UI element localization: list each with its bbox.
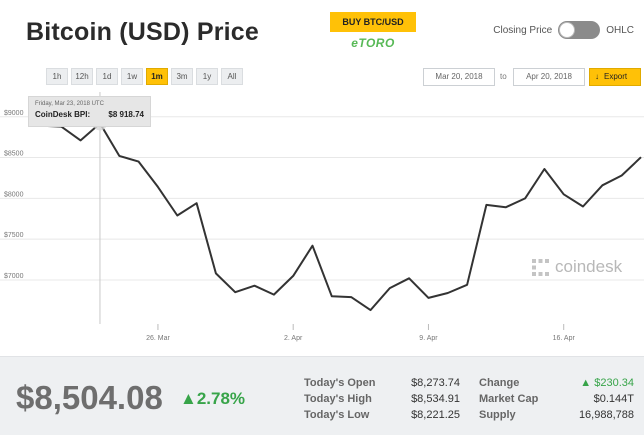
tooltip-row: CoinDesk BPI: $8 918.74 [35, 110, 144, 119]
data-point [214, 271, 218, 275]
data-point [600, 183, 604, 187]
closing-price-label: Closing Price [493, 24, 553, 36]
data-point [253, 284, 257, 288]
price-stats-panel: $8,504.08 ▲2.78% Today's Open $8,273.74 … [0, 356, 644, 435]
y-tick-label: $8500 [4, 151, 24, 158]
market-cap-value: $0.144T [593, 393, 634, 405]
data-point [349, 295, 353, 299]
x-tick-label: 26. Mar [146, 335, 170, 342]
range-button-all[interactable]: All [221, 68, 243, 85]
data-point [79, 138, 83, 142]
chart-mode-toggle: Closing Price OHLC [493, 21, 634, 39]
y-tick-label: $8000 [4, 191, 24, 198]
coindesk-watermark: coindesk [531, 257, 622, 277]
market-cap-label: Market Cap [479, 393, 539, 405]
today-high-value: $8,534.91 [411, 393, 460, 405]
data-point [368, 308, 372, 312]
buy-box: BUY BTC/USD eTORO [330, 12, 416, 50]
range-button-1y[interactable]: 1y [196, 68, 218, 85]
data-point [117, 154, 121, 158]
date-to-input[interactable]: Apr 20, 2018 [513, 68, 585, 86]
date-to-label: to [500, 72, 507, 81]
data-point [388, 286, 392, 290]
change-amount: $230.34 [594, 377, 634, 389]
data-point [581, 205, 585, 209]
page-title: Bitcoin (USD) Price [26, 18, 259, 46]
tooltip-date: Friday, Mar 23, 2018 UTC [35, 101, 104, 107]
x-tick-label: 2. Apr [284, 335, 303, 342]
download-icon: ↓ [595, 72, 599, 81]
today-low-label: Today's Low [304, 409, 370, 421]
y-tick-label: $7500 [4, 232, 24, 239]
supply-label: Supply [479, 409, 516, 421]
x-tick-label: 16. Apr [553, 335, 576, 342]
data-point [465, 283, 469, 287]
change-label: Change [479, 377, 520, 389]
data-point [175, 213, 179, 217]
export-label: Export [604, 72, 628, 81]
range-button-1d[interactable]: 1d [96, 68, 118, 85]
data-point [195, 201, 199, 205]
tooltip-label: CoinDesk BPI: [35, 110, 91, 119]
data-point [272, 293, 276, 297]
range-button-12h[interactable]: 12h [71, 68, 93, 85]
ohlc-label: OHLC [606, 24, 634, 36]
etoro-logo[interactable]: eTORO [351, 36, 395, 50]
change-up-icon: ▲ [580, 377, 595, 389]
change-value: ▲ $230.34 [580, 377, 634, 389]
data-point [484, 203, 488, 207]
data-point [407, 276, 411, 280]
data-point [562, 192, 566, 196]
today-high-label: Today's High [304, 393, 372, 405]
date-from-input[interactable]: Mar 20, 2018 [423, 68, 495, 86]
data-point [330, 294, 334, 298]
buy-btc-button[interactable]: BUY BTC/USD [330, 12, 416, 32]
current-price: $8,504.08 [16, 379, 163, 416]
data-point [233, 290, 237, 294]
up-arrow-icon: ▲ [180, 389, 197, 408]
range-button-3m[interactable]: 3m [171, 68, 193, 85]
data-point [291, 274, 295, 278]
today-open-label: Today's Open [304, 377, 376, 389]
chart-tooltip: Friday, Mar 23, 2018 UTC CoinDesk BPI: $… [28, 96, 151, 127]
y-tick-label: $7000 [4, 273, 24, 280]
range-button-1w[interactable]: 1w [121, 68, 143, 85]
range-button-1m[interactable]: 1m [146, 68, 168, 85]
price-chart[interactable]: $7000 $7500 $8000 $8500 $9000 26. Mar 2. Apr 9.… [0, 92, 644, 354]
supply-value: 16,988,788 [578, 409, 634, 421]
watermark-text: coindesk [555, 257, 623, 276]
change-percent: ▲2.78% [180, 389, 245, 409]
price-line [41, 122, 642, 312]
data-point [311, 244, 315, 248]
data-point [523, 196, 527, 200]
chart-controls: 1h 12h 1d 1w 1m 3m 1y All Mar 20, 2018 to Apr 2… [0, 65, 644, 89]
data-point [446, 291, 450, 295]
data-point [639, 155, 643, 159]
x-tick-label: 9. Apr [419, 335, 438, 342]
data-point [620, 174, 624, 178]
toggle-knob [559, 22, 576, 38]
data-point [137, 160, 141, 164]
price-chart-svg: $7000 $7500 $8000 $8500 $9000 26. Mar 2. Apr 9.… [0, 92, 644, 342]
y-tick-label: $9000 [4, 110, 24, 117]
today-open-value: $8,273.74 [411, 377, 460, 389]
today-low-value: $8,221.25 [411, 409, 460, 421]
data-point [426, 296, 430, 300]
data-point [504, 205, 508, 209]
data-point [156, 185, 160, 189]
tooltip-value: $8 918.74 [108, 110, 144, 119]
data-point [542, 167, 546, 171]
range-button-1h[interactable]: 1h [46, 68, 68, 85]
mode-toggle-switch[interactable] [558, 21, 601, 39]
range-selector: 1h 12h 1d 1w 1m 3m 1y All [46, 68, 243, 85]
export-button[interactable]: ↓ Export [589, 68, 641, 86]
change-percent-value: 2.78% [196, 389, 246, 408]
coindesk-logo-icon [532, 258, 549, 276]
